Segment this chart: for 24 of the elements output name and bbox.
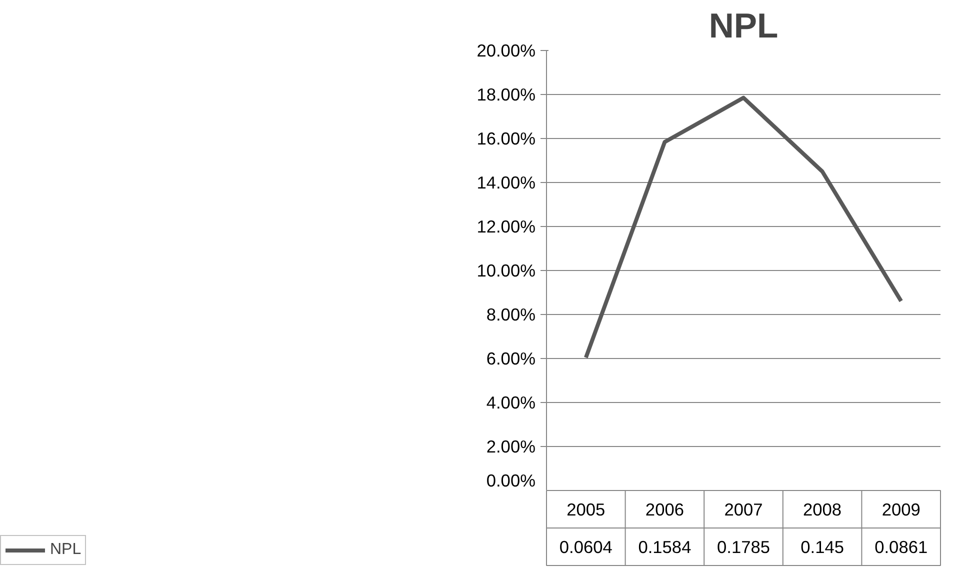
y-tick-label: 2.00% [486,436,536,456]
y-tick-label: 12.00% [476,216,536,236]
y-tick-label: 10.00% [476,260,536,280]
data-label: 0.0604 [559,536,613,557]
y-tick-label: 8.00% [486,304,536,324]
y-tick-label: 14.00% [476,172,536,192]
data-label: 0.1785 [717,536,770,557]
x-tick-label: 2007 [724,499,763,520]
legend-label: NPL [50,541,82,559]
data-label: 0.0861 [874,536,928,557]
y-tick-label: 18.00% [476,84,536,104]
y-tick-label: 16.00% [476,128,536,148]
x-tick-label: 2009 [882,499,920,520]
x-tick-label: 2008 [803,499,842,520]
y-tick-label: 4.00% [486,392,536,412]
x-tick-label: 2006 [645,499,684,520]
y-tick-label: 6.00% [486,348,536,368]
data-label: 0.1584 [638,536,692,557]
y-tick-label: 20.00% [476,40,536,60]
chart-title: NPL [708,8,778,46]
y-tick-label: 0.00% [486,470,536,490]
x-tick-label: 2005 [566,499,606,520]
line-series [584,96,904,360]
data-label: 0.145 [800,536,844,557]
